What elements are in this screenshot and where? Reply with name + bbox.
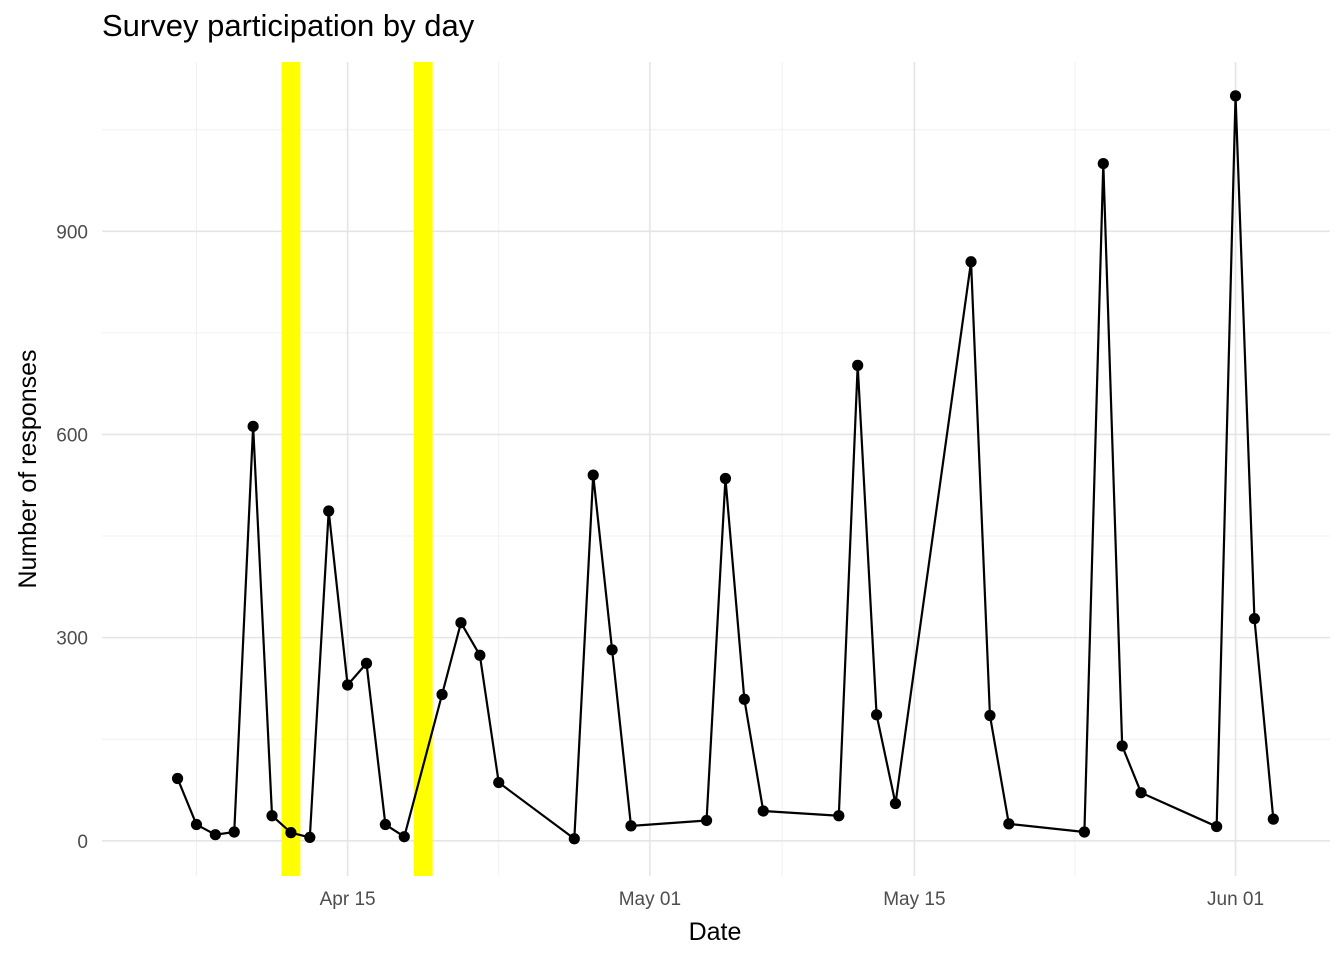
data-point [474,649,486,661]
y-axis-title: Number of responses [14,349,42,588]
data-point [1003,818,1015,830]
data-point [625,820,637,832]
x-axis-title: Date [689,918,742,946]
y-tick-label: 300 [56,629,88,650]
chart-title: Survey participation by day [102,8,475,43]
data-point [247,420,259,432]
highlight-bands [281,62,433,876]
data-point [833,810,845,822]
y-tick-label: 900 [56,222,88,243]
highlight-band [413,62,433,876]
x-tick-label: Jun 01 [1207,889,1264,910]
x-axis-tick-labels: Apr 15 May 01 May 15 Jun 01 [320,889,1264,910]
data-point [1097,157,1109,170]
data-point [379,818,391,831]
series-line-group [176,94,1275,840]
series-line [176,94,1275,840]
data-point [984,709,996,722]
y-tick-label: 600 [56,425,88,446]
data-point [455,617,467,629]
data-point [398,831,410,843]
data-point [889,797,902,810]
data-point [852,359,864,371]
data-point [436,688,448,701]
data-point [870,709,883,721]
data-point [228,826,240,838]
data-point [171,772,184,785]
data-point [965,256,977,268]
data-point [190,818,203,831]
grid-minor [102,62,1330,876]
data-point [209,829,221,841]
x-tick-label: Apr 15 [320,889,376,910]
data-point [304,831,316,843]
y-axis-tick-labels: 0 300 600 900 [56,222,88,852]
data-point [587,469,599,481]
data-point [493,776,505,789]
data-point [1135,787,1147,799]
data-point [266,810,278,822]
x-tick-label: May 15 [883,889,945,910]
data-point [719,472,732,485]
data-point [323,505,335,517]
x-tick-label: May 01 [619,889,681,910]
data-point [342,679,354,691]
data-point [1248,613,1261,625]
y-tick-label: 0 [77,832,88,853]
data-point [285,827,297,839]
data-point [1116,740,1128,752]
data-point [568,833,580,845]
data-point [738,693,750,705]
highlight-band [281,62,301,876]
data-point [1267,813,1279,825]
data-point [1211,820,1223,833]
data-point [700,814,713,827]
data-point [1078,826,1090,838]
data-point [360,657,373,669]
data-point [606,644,618,656]
data-point [1229,90,1242,102]
data-point [757,805,769,817]
data-points [171,90,1279,845]
